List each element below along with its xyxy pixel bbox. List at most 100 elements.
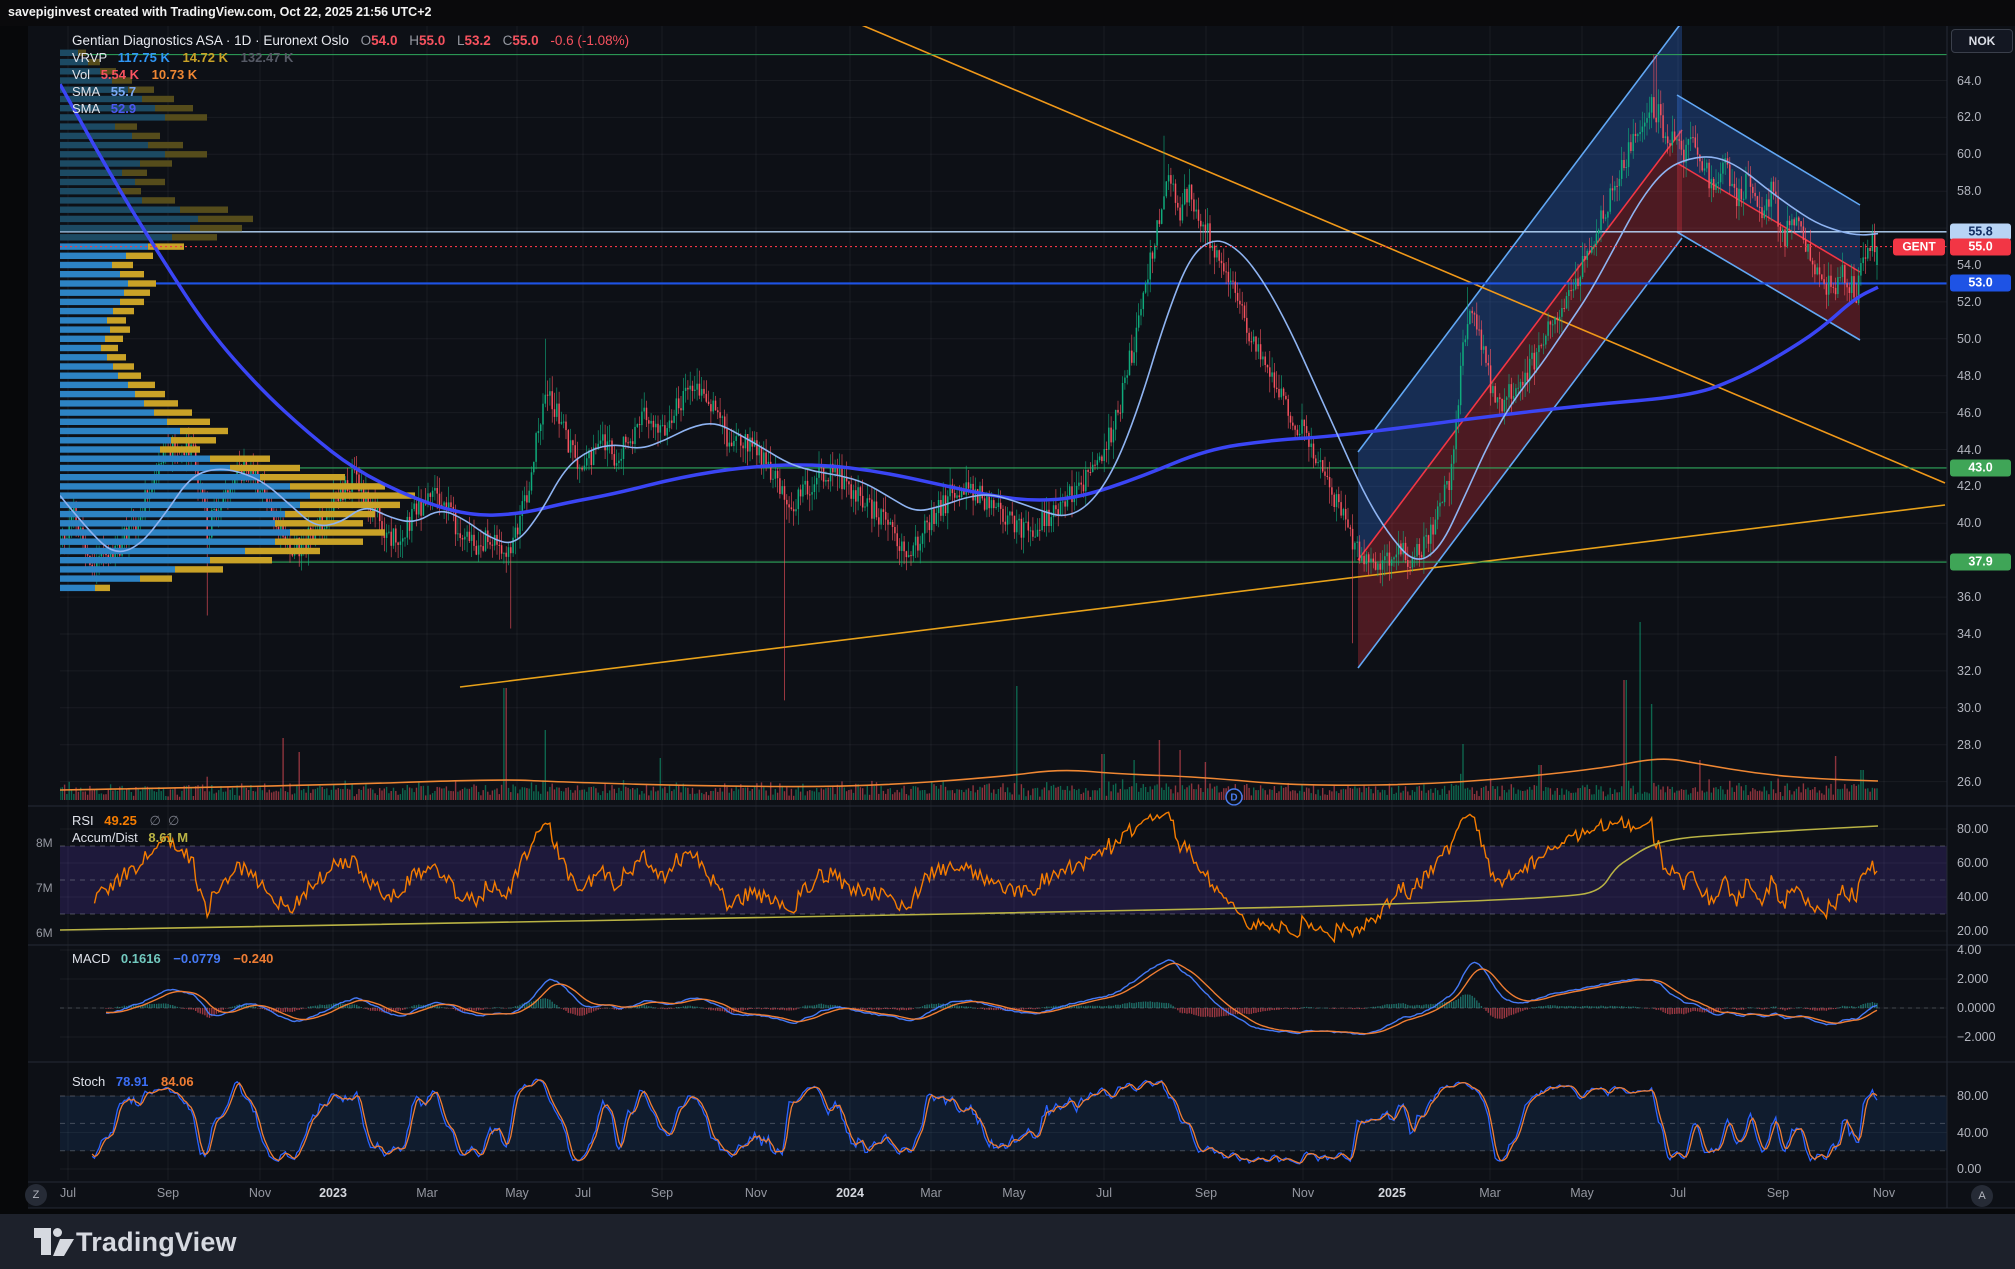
dividend-marker-label: D [1230,793,1237,804]
volume-bar [1064,789,1066,800]
stoch-d-line[interactable] [91,1079,1878,1164]
candle-body [953,493,956,498]
volume-bar [1669,789,1671,800]
rsi-line[interactable] [93,811,1878,943]
timezone-button[interactable]: Z [25,1184,47,1206]
tradingview-logo-icon[interactable] [33,1227,75,1257]
stoch-k-line[interactable] [91,1078,1878,1165]
volume-profile-down-bar [290,529,385,536]
volume-bar [1356,788,1358,800]
volume-bar [1662,786,1664,800]
channel-blue-band[interactable] [1677,95,1860,272]
volume-bar [1756,791,1759,800]
candle-body [781,486,783,494]
volume-bar [1020,784,1023,800]
auto-scale-button[interactable]: A [1971,1185,1993,1207]
volume-profile-down-bar [180,427,228,435]
candle-body [1160,209,1163,224]
macd-histogram-bar [330,1004,333,1008]
volume-bar [878,793,880,800]
macd-histogram-bar [572,1008,574,1014]
candle-body [1715,183,1717,190]
macd-histogram-bar [1073,1006,1075,1008]
currency-button[interactable]: NOK [1951,29,2013,53]
macd-histogram-bar [1775,1006,1777,1008]
macd-line[interactable] [105,959,1878,1036]
accdist-line[interactable] [60,825,1879,931]
volume-bar [333,785,335,800]
volume-bar [1869,791,1871,800]
candle-body [919,543,921,551]
macd-histogram-bar [806,1005,809,1008]
candle-body [390,531,392,546]
macd-histogram-bar [1193,1008,1195,1015]
volume-bar [1607,794,1609,800]
macd-histogram-bar [1071,1005,1073,1008]
macd-histogram-bar [1020,1008,1023,1011]
tradingview-brand-text[interactable]: TradingView [76,1227,237,1257]
candle-body [1420,554,1423,558]
dividend-marker-icon[interactable] [1225,788,1243,806]
macd-histogram-bar [1604,1006,1607,1008]
candle-body [1319,460,1322,463]
candle-body [1641,126,1644,133]
volume-bar [783,791,786,800]
macd-histogram-bar [1494,1008,1496,1019]
candle-body [351,469,353,492]
time-axis-label: Sep [156,1186,180,1200]
macd-signal-line[interactable] [105,962,1878,1035]
volume-bar [1552,794,1554,800]
volume-bar [1494,788,1496,800]
macd-histogram-bar [707,1008,710,1010]
candle-body [1425,535,1427,537]
candle-body [1321,460,1324,472]
volume-bar [1627,780,1630,800]
channel-blue-band[interactable] [1358,22,1682,560]
volume-bar [788,795,790,800]
candle-body [1393,557,1395,560]
macd-histogram-bar [1538,1006,1540,1008]
macd-histogram-bar [705,1008,707,1009]
sma-fast-line[interactable] [60,156,1879,560]
candle-body [266,497,268,505]
channel-red-band[interactable] [1677,163,1860,340]
volume-bar [1248,787,1250,800]
volume-bar [809,790,811,800]
macd-histogram-bar [914,1007,917,1009]
macd-histogram-bar [1756,1008,1759,1009]
volume-bar [1204,762,1207,800]
volume-profile-down-bar [126,252,153,259]
volume-bar [852,792,855,800]
volume-bar [1018,794,1020,800]
sma-slow-line[interactable] [60,83,1879,517]
macd-histogram-bar [650,1006,652,1008]
candle-body [657,423,659,433]
volume-bar [811,790,813,800]
macd-histogram-bar [1140,1001,1142,1008]
macd-histogram-bar [1811,1008,1814,1011]
candle-body [583,465,586,470]
volume-bar [1683,789,1685,800]
macd-histogram-bar [1430,1003,1432,1008]
macd-histogram-bar [965,1006,967,1008]
volume-bar [1830,783,1832,800]
macd-histogram-bar [1303,1007,1305,1008]
macd-histogram-bar [666,1008,668,1010]
candle-body [811,492,813,495]
volume-bar [661,788,664,800]
volume-bar [1807,787,1809,800]
candle-body [1298,433,1301,436]
volume-bar [1667,786,1669,800]
volume-bar [1775,793,1777,800]
macd-histogram-bar [1230,1008,1232,1016]
volume-bar [537,791,540,800]
volume-bar [758,789,760,800]
volume-bar [132,795,135,800]
macd-histogram-bar [411,1006,413,1008]
channel-red-band[interactable] [1358,130,1682,668]
candle-body [358,474,360,492]
volume-bar [1848,791,1851,800]
candle-body [1119,412,1122,414]
volume-profile-up-bar [60,575,140,582]
